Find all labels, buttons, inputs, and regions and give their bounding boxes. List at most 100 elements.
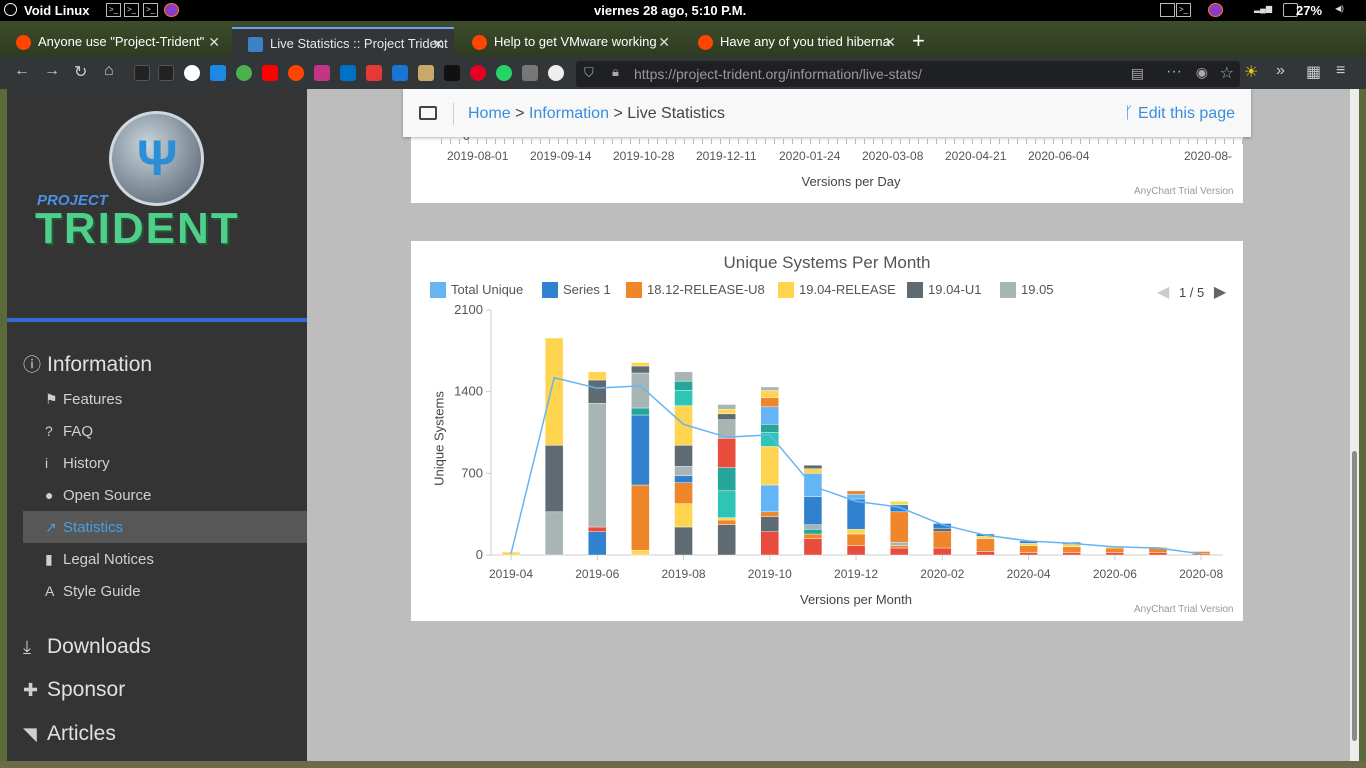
sidebar-item-articles[interactable]: ◥ Articles [23, 722, 116, 746]
pinterest-icon[interactable] [470, 65, 486, 81]
legend-swatch [430, 282, 446, 298]
bar-segment [717, 490, 736, 518]
anychart-trial-label[interactable]: AnyChart Trial Version [1134, 604, 1234, 615]
whatsapp-icon[interactable] [496, 65, 512, 81]
terminal-icon[interactable]: >_ [106, 3, 121, 17]
breadcrumb-information-link[interactable]: Information [528, 105, 609, 122]
url-bar[interactable]: ⛉ 🔒︎ https://project-trident.org/informa… [576, 61, 1240, 87]
bookmark-icon[interactable] [158, 65, 174, 81]
sidebar-item-open-source[interactable]: ● Open Source [23, 479, 307, 511]
sidebar-item-statistics[interactable]: ↗ Statistics [23, 511, 307, 543]
battery-icon[interactable] [1283, 3, 1298, 17]
bookmark-icon[interactable] [134, 65, 150, 81]
volume-icon[interactable]: ◀) [1335, 4, 1344, 13]
legend-item[interactable]: 18.12-RELEASE-U8 [626, 282, 765, 298]
terminal-icon[interactable]: >_ [1176, 3, 1191, 17]
bar-segment [588, 379, 607, 404]
void-logo-icon[interactable] [4, 3, 17, 16]
window-icon[interactable] [1160, 3, 1175, 17]
sidebar-item-style-guide[interactable]: A Style Guide [23, 575, 307, 607]
outlook-icon[interactable] [340, 65, 356, 81]
web-page: Ψ PROJECT TRIDENT ⓘ Information ⚑ Features… [7, 89, 1350, 761]
bar-segment [760, 484, 779, 513]
more-actions-icon[interactable]: ··· [1166, 63, 1182, 80]
shield-icon[interactable]: ⛉ [584, 65, 594, 80]
new-tab-icon[interactable]: + [912, 28, 925, 53]
close-icon[interactable]: ✕ [658, 34, 670, 50]
legend-swatch [907, 282, 923, 298]
bookmark-icon[interactable] [366, 65, 382, 81]
reddit-icon [472, 35, 487, 50]
firefox-icon[interactable] [1208, 3, 1223, 17]
project-trident-logo[interactable]: Ψ PROJECT TRIDENT [7, 89, 307, 321]
back-arrow-icon[interactable]: ← [14, 62, 30, 79]
legend-item[interactable]: Series 1 [542, 282, 611, 298]
firefox-icon[interactable] [164, 3, 179, 17]
sidebar-item-faq[interactable]: ? FAQ [23, 415, 307, 447]
hamburger-menu-icon[interactable]: ≡ [1336, 62, 1346, 79]
legend-item[interactable]: Total Unique [430, 282, 523, 298]
bookmark-icon[interactable] [392, 65, 408, 81]
bar-segment [760, 511, 779, 517]
sidebar-item-label: Style Guide [63, 583, 141, 600]
url-text[interactable]: https://project-trident.org/information/… [634, 66, 922, 82]
legend-next-icon[interactable]: ▶ [1213, 284, 1227, 301]
tab-reddit-hibernate[interactable]: Have any of you tried hiberna ✕ [682, 27, 906, 57]
bookmark-icon[interactable] [444, 65, 460, 81]
bar-segment [588, 371, 607, 381]
star-icon[interactable]: ☆ [1219, 65, 1234, 82]
sidebar-item-label: Legal Notices [63, 551, 154, 568]
edit-page-link[interactable]: ᚴ Edit this page [1124, 105, 1235, 122]
reddit-icon[interactable] [288, 65, 304, 81]
anychart-trial-label[interactable]: AnyChart Trial Version [1134, 186, 1234, 197]
sidebar-item-sponsor[interactable]: ✚ Sponsor [23, 678, 125, 702]
bar-segment [803, 533, 823, 539]
sidebar-toggle-icon[interactable] [419, 106, 437, 120]
clock[interactable]: viernes 28 ago, 5:10 P.M. [594, 3, 747, 18]
gift-icon: ✚ [23, 680, 39, 700]
tab-live-statistics[interactable]: Live Statistics :: Project Trident ✕ [232, 27, 454, 57]
scrollbar-thumb[interactable] [1352, 451, 1357, 741]
sun-icon[interactable]: ☀ [1244, 64, 1259, 81]
sidebar-item-information[interactable]: ⓘ Information [23, 351, 152, 377]
lock-icon[interactable]: 🔒︎ [612, 64, 619, 79]
overflow-chevron-icon[interactable]: » [1276, 62, 1285, 79]
sidebar-item-legal-notices[interactable]: ▮ Legal Notices [23, 543, 307, 575]
tab-reddit-vmware[interactable]: Help to get VMware working ✕ [456, 27, 680, 57]
instagram-icon[interactable] [314, 65, 330, 81]
reload-icon[interactable]: ↻ [74, 64, 88, 81]
network-signal-icon[interactable]: ▂▄▆ [1254, 4, 1272, 13]
legend-item[interactable]: 19.04-RELEASE [778, 282, 896, 298]
terminal-icon[interactable]: >_ [143, 3, 158, 17]
pocket-icon[interactable]: ◉ [1195, 64, 1208, 80]
home-icon[interactable]: ⌂ [104, 62, 114, 79]
close-icon[interactable]: ✕ [432, 36, 444, 52]
bookmark-icon[interactable] [522, 65, 538, 81]
tab-reddit-trident[interactable]: Anyone use "Project-Trident" ✕ [0, 27, 230, 57]
sidebar-item-label: History [63, 455, 110, 472]
x-tick-label: 2019-10 [748, 567, 792, 581]
sidebar-item-history[interactable]: i History [23, 447, 307, 479]
forward-arrow-icon[interactable]: → [44, 62, 60, 79]
legend-prev-icon[interactable]: ◀ [1157, 284, 1170, 301]
sidebar-item-downloads[interactable]: ⤓ Downloads [23, 635, 151, 659]
breadcrumb-home-link[interactable]: Home [468, 105, 511, 122]
tab-label: Live Statistics :: Project Trident [270, 36, 448, 51]
reader-view-icon[interactable]: ▤ [1130, 65, 1144, 81]
legend-item[interactable]: 19.05 [1000, 282, 1054, 298]
sidebar-item-label: Open Source [63, 487, 152, 504]
legend-pager: ◀ 1 / 5 ▶ [1157, 282, 1226, 302]
close-icon[interactable]: ✕ [208, 34, 220, 50]
legend-item[interactable]: 19.04-U1 [907, 282, 981, 298]
extensions-icon[interactable]: ▦ [1306, 64, 1322, 81]
arch-icon[interactable] [210, 65, 226, 81]
bookmark-icon[interactable] [236, 65, 252, 81]
google-icon[interactable] [184, 65, 200, 81]
github-icon[interactable] [548, 65, 564, 81]
bookmark-icon[interactable] [418, 65, 434, 81]
youtube-icon[interactable] [262, 65, 278, 81]
close-icon[interactable]: ✕ [884, 34, 896, 50]
page-scrollbar[interactable] [1350, 89, 1359, 761]
sidebar-item-features[interactable]: ⚑ Features [23, 383, 307, 415]
terminal-icon[interactable]: >_ [124, 3, 139, 17]
